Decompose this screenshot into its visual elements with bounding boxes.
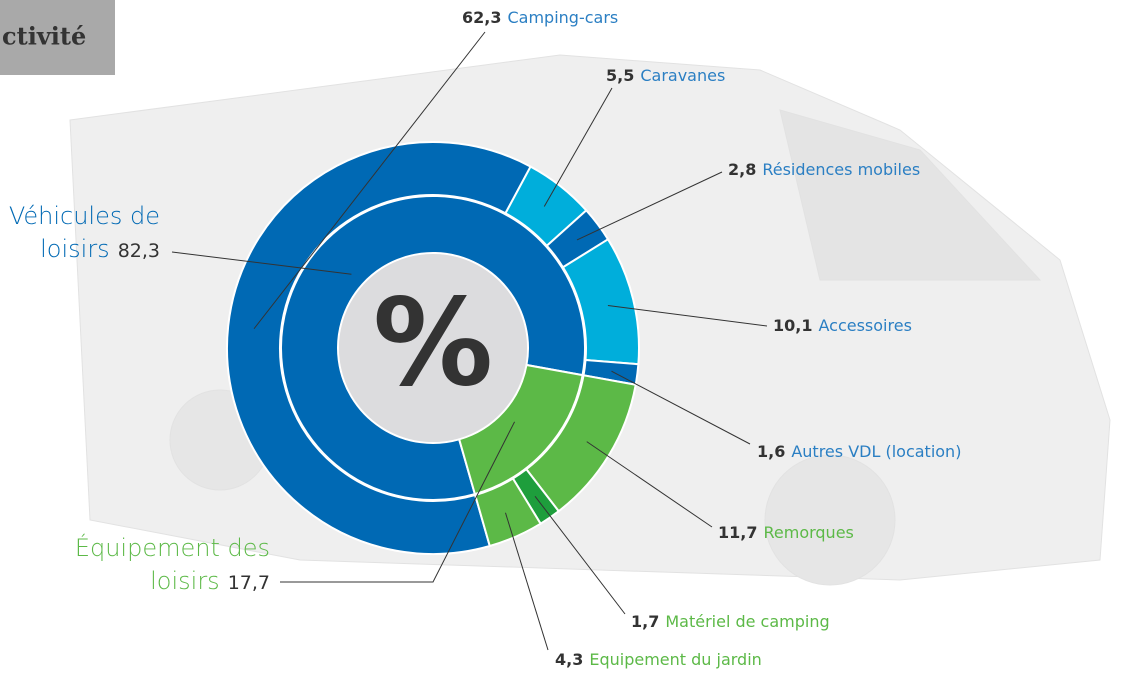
value-label: 62,3	[462, 8, 501, 27]
value-label: 1,6	[757, 442, 785, 461]
segment-label: 5,5 Caravanes	[606, 66, 725, 86]
title: ctivité	[2, 22, 86, 51]
value-label: 82,3	[118, 240, 160, 262]
segment-label: 1,7 Matériel de camping	[631, 612, 830, 632]
center-label: %	[373, 275, 493, 414]
page: ctivité % 62,3 Camping-cars 5,5 Caravanes 2,…	[0, 0, 1126, 674]
category-label: Résidences mobiles	[762, 160, 920, 179]
value-label: 4,3	[555, 650, 583, 669]
category-label: Caravanes	[640, 66, 725, 85]
value-label: 1,7	[631, 612, 659, 631]
segment-label: 4,3 Equipement du jardin	[555, 650, 762, 670]
value-label: 5,5	[606, 66, 634, 85]
segment-label: 1,6 Autres VDL (location)	[757, 442, 961, 462]
category-label: Camping-cars	[507, 8, 618, 27]
value-label: 11,7	[718, 523, 757, 542]
category-label: Equipement du jardin	[589, 650, 761, 669]
category-label: Accessoires	[818, 316, 911, 335]
category-label: Matériel de camping	[665, 612, 829, 631]
camper-wheel	[765, 455, 895, 585]
category-label: Autres VDL (location)	[791, 442, 961, 461]
category-label: Remorques	[763, 523, 853, 542]
value-label: 2,8	[728, 160, 756, 179]
segment-label: 10,1 Accessoires	[773, 316, 912, 336]
value-label: 10,1	[773, 316, 812, 335]
segment-label: 2,8 Résidences mobiles	[728, 160, 920, 180]
value-label: 17,7	[228, 572, 270, 594]
segment-label: 11,7 Remorques	[718, 523, 854, 543]
segment-label: 62,3 Camping-cars	[462, 8, 618, 28]
camper-windshield	[780, 110, 1040, 280]
